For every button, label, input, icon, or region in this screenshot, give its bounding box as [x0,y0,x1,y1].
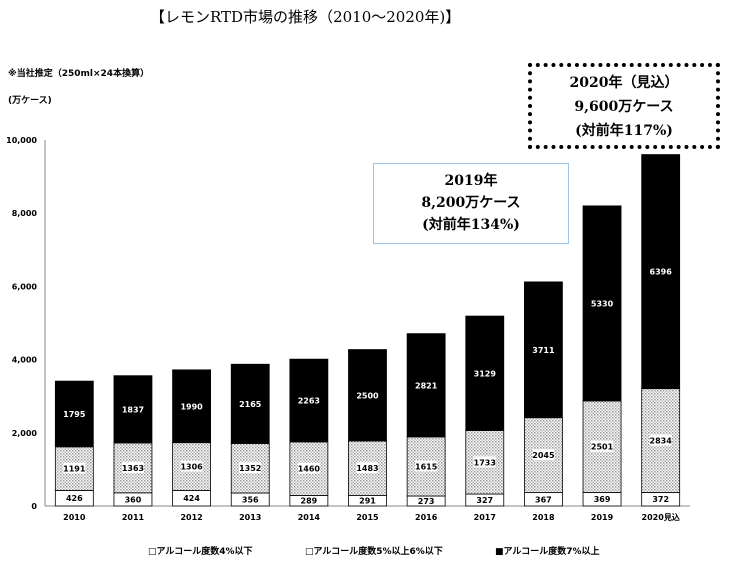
y-tick-label: 0 [31,502,37,511]
y-axis-label: (万ケース) [8,96,52,106]
annotation-line: 9,600万ケース [574,99,674,115]
bar-segment [524,281,563,419]
bar-segment [582,205,622,402]
bar-segment [641,154,681,390]
data-label: 289 [301,497,318,506]
data-label: 1191 [63,465,86,474]
data-label: 327 [476,496,493,505]
data-label-bg [473,456,496,468]
data-label: 424 [183,494,200,503]
data-label: 6396 [650,268,673,277]
x-tick-label: 2010 [63,513,86,522]
y-tick-label: 2,000 [12,429,38,438]
data-label: 426 [66,494,83,503]
x-tick-label: 2016 [415,513,438,522]
annotation-line: (対前年134%) [422,217,520,233]
x-tick-label: 2012 [180,513,202,522]
data-label-bg [591,440,614,452]
x-tick-label: 2017 [474,513,496,522]
data-label: 3129 [474,369,497,378]
x-tick-label: 2014 [298,513,321,522]
data-label: 1795 [63,410,86,419]
y-tick-label: 4,000 [12,356,38,365]
data-label: 356 [242,495,259,504]
data-label-bg [649,434,672,446]
x-tick-label: 2013 [239,513,261,522]
bar-segment [406,333,446,438]
annotation-line: (対前年117%) [575,123,673,139]
annotation-line: 8,200万ケース [421,195,521,211]
data-label: 2045 [532,451,555,460]
annotation-2020: 2020年（見込） 9,600万ケース (対前年117%) [528,63,720,149]
data-label: 1615 [415,462,438,471]
bar-segment [348,349,387,442]
legend-item-high: ■アルコール度数7%以上 [495,547,600,557]
bar-segment [113,375,153,444]
data-label: 1837 [122,405,144,414]
data-label: 1483 [356,464,378,473]
data-label: 2821 [415,381,438,390]
bar-segment [230,363,270,444]
chart-title: 【レモンRTD市場の推移（2010～2020年)】 [150,8,461,26]
x-tick-label: 2019 [591,513,614,522]
data-label: 1460 [298,465,321,474]
bar-segment [172,369,211,444]
legend-item-low: □アルコール度数4%以下 [148,547,253,557]
data-label-bg [121,461,144,473]
x-tick-label: 2020見込 [642,512,680,522]
data-label: 1363 [122,464,144,473]
data-label: 2500 [356,391,379,400]
data-label: 2263 [298,397,320,406]
x-tick-label: 2015 [356,513,379,522]
annotation-line: 2019年 [444,173,498,189]
data-label: 2165 [239,400,262,409]
legend-item-mid: □アルコール度数5%以上6%以下 [305,547,443,557]
y-tick-label: 10,000 [6,136,37,145]
data-label: 2501 [591,443,614,452]
data-label: 1990 [180,402,203,411]
data-label: 1352 [239,464,261,473]
data-label: 369 [594,495,611,504]
bar-segment [54,380,94,448]
y-tick-label: 8,000 [12,209,38,218]
data-label: 372 [652,495,669,504]
bar-segment [289,358,329,443]
data-label: 291 [359,497,376,506]
x-tick-label: 2011 [122,513,145,522]
x-tick-label: 2018 [532,513,555,522]
data-label: 360 [125,495,142,504]
data-label: 5330 [591,299,614,308]
bar-segment [465,315,505,432]
data-label-bg [180,460,203,472]
data-label: 273 [418,497,435,506]
annotation-line: 2020年（見込） [569,75,679,91]
data-label-bg [356,462,379,474]
data-label: 3711 [532,346,555,355]
data-label-bg [63,462,86,474]
data-label: 2834 [650,437,673,446]
data-label: 367 [535,495,552,504]
data-label-bg [415,460,438,472]
data-label-bg [239,462,262,474]
data-label-bg [532,449,555,461]
data-label: 1306 [180,463,203,472]
chart-note: ※当社推定（250ml×24本換算） [8,69,150,79]
y-tick-label: 6,000 [12,282,38,291]
data-label: 1733 [474,458,496,467]
annotation-2019: 2019年 8,200万ケース (対前年134%) [373,163,569,244]
data-label-bg [297,462,320,474]
